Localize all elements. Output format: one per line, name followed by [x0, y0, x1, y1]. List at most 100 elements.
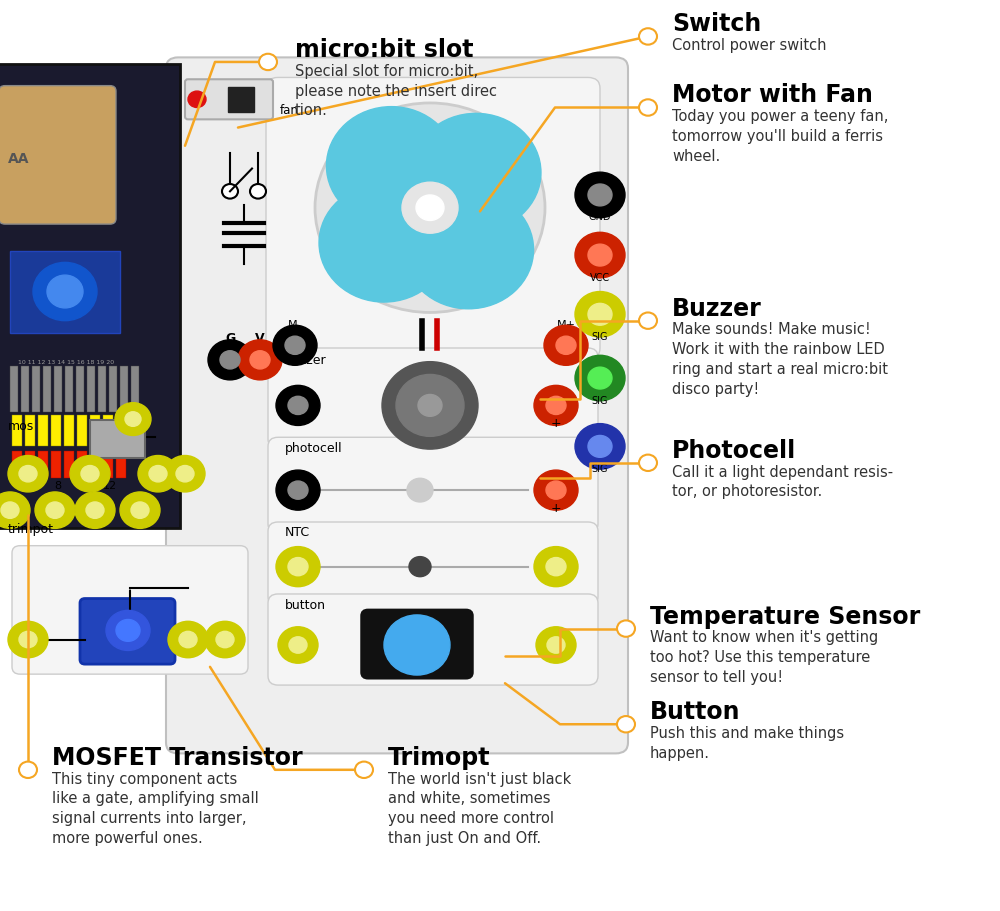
Text: 12: 12	[103, 481, 117, 491]
Circle shape	[556, 336, 576, 354]
Bar	[64, 415, 74, 446]
Text: micro:bit slot: micro:bit slot	[295, 38, 474, 62]
FancyBboxPatch shape	[362, 610, 472, 678]
Bar	[64, 451, 74, 478]
Circle shape	[75, 492, 115, 528]
Bar	[10, 251, 120, 333]
Bar	[65, 366, 73, 412]
Text: d: d	[178, 466, 185, 476]
Circle shape	[125, 412, 141, 426]
Bar	[77, 451, 87, 478]
Bar	[116, 415, 126, 446]
Text: Temperature Sensor: Temperature Sensor	[650, 605, 920, 629]
Bar	[51, 451, 61, 478]
Text: Trimopt: Trimopt	[388, 746, 490, 770]
Circle shape	[176, 466, 194, 482]
Circle shape	[35, 492, 75, 528]
Circle shape	[168, 621, 208, 658]
Circle shape	[250, 351, 270, 369]
Circle shape	[220, 351, 240, 369]
Circle shape	[115, 403, 151, 435]
Bar	[0, 64, 180, 528]
Circle shape	[355, 762, 373, 778]
Bar	[120, 366, 128, 412]
Bar	[103, 415, 113, 446]
Circle shape	[534, 470, 578, 510]
Text: Make sounds! Make music!
Work it with the rainbow LED
ring and start a real micr: Make sounds! Make music! Work it with th…	[672, 322, 888, 397]
Circle shape	[575, 424, 625, 469]
Circle shape	[120, 492, 160, 528]
Text: Special slot for micro:bit,
please note the insert direc
tion.: Special slot for micro:bit, please note …	[295, 64, 497, 118]
Circle shape	[288, 396, 308, 415]
Circle shape	[165, 456, 205, 492]
Circle shape	[536, 627, 576, 663]
Circle shape	[326, 107, 456, 225]
Bar	[98, 366, 106, 412]
Circle shape	[588, 303, 612, 325]
Bar	[12, 451, 22, 478]
Circle shape	[276, 385, 320, 425]
Circle shape	[8, 456, 48, 492]
Text: Today you power a teeny fan,
tomorrow you'll build a ferris
wheel.: Today you power a teeny fan, tomorrow yo…	[672, 109, 888, 164]
FancyBboxPatch shape	[166, 57, 628, 753]
Text: This tiny component acts
like a gate, amplifying small
signal currents into larg: This tiny component acts like a gate, am…	[52, 772, 259, 846]
Circle shape	[588, 244, 612, 266]
Circle shape	[639, 28, 657, 45]
Text: button: button	[285, 599, 326, 611]
Text: MOSFET Transistor: MOSFET Transistor	[52, 746, 303, 770]
Bar	[10, 366, 18, 412]
Circle shape	[8, 621, 48, 658]
Circle shape	[46, 502, 64, 518]
Circle shape	[289, 637, 307, 653]
Text: GND: GND	[589, 212, 611, 222]
Circle shape	[411, 113, 541, 231]
FancyBboxPatch shape	[12, 546, 248, 674]
Text: M+: M+	[556, 320, 576, 330]
Circle shape	[588, 184, 612, 206]
Text: +: +	[551, 417, 561, 430]
Bar	[12, 415, 22, 446]
Circle shape	[19, 631, 37, 648]
Circle shape	[116, 619, 140, 641]
Circle shape	[546, 396, 566, 415]
Text: +: +	[551, 502, 561, 515]
Text: Button: Button	[650, 701, 740, 724]
FancyBboxPatch shape	[185, 79, 273, 119]
Circle shape	[288, 481, 308, 499]
Circle shape	[1, 502, 19, 518]
Circle shape	[575, 355, 625, 401]
Circle shape	[402, 182, 458, 233]
FancyBboxPatch shape	[268, 594, 598, 685]
Bar	[77, 415, 87, 446]
Circle shape	[534, 547, 578, 587]
Bar	[54, 366, 62, 412]
Circle shape	[588, 367, 612, 389]
Circle shape	[319, 184, 449, 302]
Circle shape	[131, 502, 149, 518]
Text: SIG: SIG	[592, 332, 608, 342]
Bar	[21, 366, 29, 412]
Circle shape	[416, 195, 444, 220]
Text: fan: fan	[280, 104, 299, 117]
Text: Push this and make things
happen.: Push this and make things happen.	[650, 726, 844, 761]
Circle shape	[250, 184, 266, 199]
Bar	[25, 451, 35, 478]
Text: SIG: SIG	[592, 464, 608, 474]
FancyBboxPatch shape	[268, 437, 598, 533]
Circle shape	[273, 325, 317, 365]
Circle shape	[575, 172, 625, 218]
Bar	[131, 366, 139, 412]
Bar	[90, 451, 100, 478]
Text: -: -	[296, 502, 300, 515]
Text: g: g	[129, 402, 137, 412]
Circle shape	[238, 340, 282, 380]
Bar	[25, 415, 35, 446]
Circle shape	[396, 374, 464, 436]
Bar	[43, 366, 51, 412]
Circle shape	[534, 385, 578, 425]
Bar	[76, 366, 84, 412]
Text: SIG: SIG	[592, 395, 608, 405]
Bar	[51, 415, 61, 446]
Text: Switch: Switch	[672, 13, 761, 36]
Text: 10 11 12 13 14 15 16 18 19 20: 10 11 12 13 14 15 16 18 19 20	[18, 361, 114, 365]
